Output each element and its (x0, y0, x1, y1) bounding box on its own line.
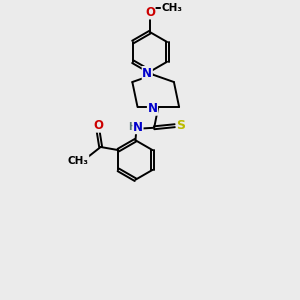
Text: N: N (142, 67, 152, 80)
Text: H: H (128, 122, 136, 132)
Text: N: N (133, 121, 143, 134)
Text: CH₃: CH₃ (68, 155, 89, 166)
Text: O: O (93, 119, 103, 132)
Text: S: S (176, 119, 185, 132)
Text: O: O (145, 6, 155, 19)
Text: CH₃: CH₃ (161, 3, 182, 13)
Text: N: N (148, 102, 158, 115)
